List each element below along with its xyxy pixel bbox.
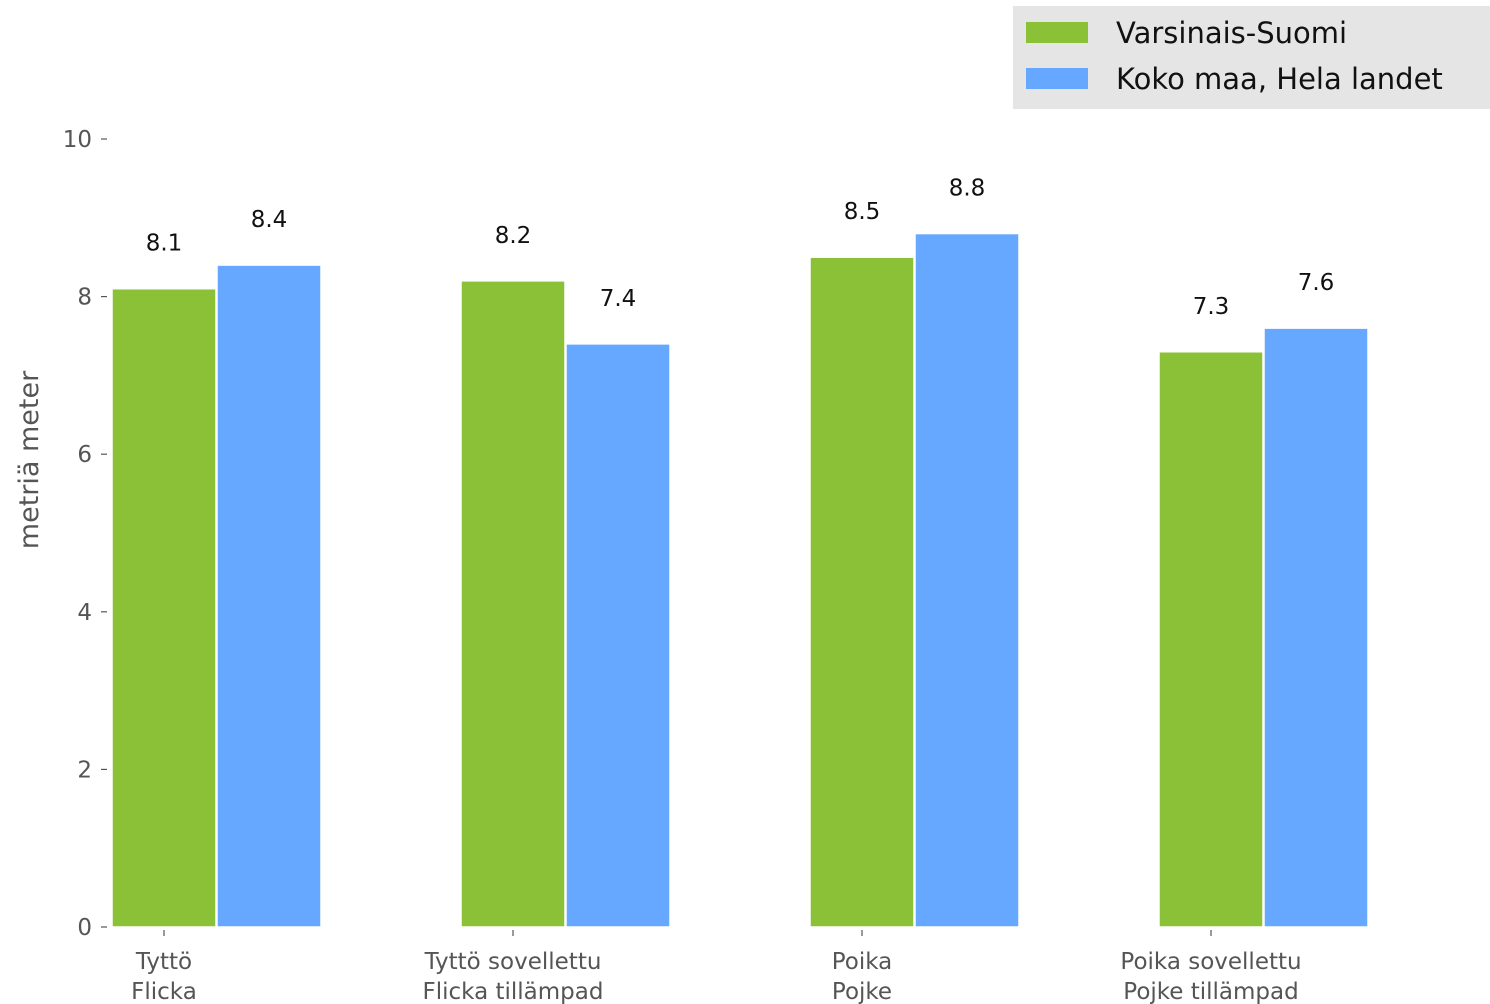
y-tick-label: 4 <box>77 600 92 626</box>
legend-background <box>1013 6 1490 109</box>
x-tick-label-line: Tyttö sovellettu <box>424 949 602 975</box>
y-axis-label: metriä meter <box>14 370 45 549</box>
legend-label: Koko maa, Hela landet <box>1116 62 1443 96</box>
x-tick-label-line: Tyttö <box>135 949 192 975</box>
x-tick-label-line: Flicka <box>131 979 197 1004</box>
x-tick-label-line: Poika <box>832 949 893 975</box>
x-tick-label-line: Flicka tillämpad <box>423 979 604 1004</box>
x-tick-label-line: Poika sovellettu <box>1120 949 1301 975</box>
x-tick-label: Tyttö Flicka <box>131 949 197 1004</box>
bar-varsinais-suomi <box>809 256 915 928</box>
y-tick-label: 2 <box>77 757 92 783</box>
bar-varsinais-suomi <box>111 287 217 928</box>
bar-value-label: 8.4 <box>251 207 288 233</box>
x-tick-label: Poika Pojke <box>832 949 893 1004</box>
legend-label: Varsinais-Suomi <box>1116 16 1347 50</box>
x-tick-label-line: Pojke tillämpad <box>1123 979 1298 1004</box>
bar-koko-maa <box>1263 327 1369 928</box>
bar-koko-maa <box>914 232 1020 928</box>
y-tick-label: 0 <box>77 915 92 941</box>
bar-value-label: 7.3 <box>1193 294 1230 320</box>
bar-value-label: 8.8 <box>949 176 986 202</box>
bar-value-label: 7.6 <box>1298 270 1335 296</box>
bar-koko-maa <box>216 264 322 928</box>
y-tick-label: 10 <box>63 127 92 153</box>
x-tick-label: Poika sovellettu Pojke tillämpad <box>1120 949 1301 1004</box>
y-tick-label: 6 <box>77 442 92 468</box>
x-tick-label: Tyttö sovellettu Flicka tillämpad <box>423 949 604 1004</box>
bar-value-label: 8.1 <box>146 231 183 257</box>
bars: 8.1 8.2 8.5 7.3 8.4 7.4 8.8 7.6 <box>111 176 1369 928</box>
bar-value-label: 7.4 <box>600 286 637 312</box>
legend: Varsinais-Suomi Koko maa, Hela landet <box>1013 6 1490 109</box>
legend-swatch <box>1026 68 1088 89</box>
y-tick-label: 8 <box>77 285 92 311</box>
bar-value-label: 8.5 <box>844 199 881 225</box>
bar-value-label: 8.2 <box>495 223 532 249</box>
x-axis: Tyttö Flicka Tyttö sovellettu Flicka tilläm… <box>131 930 1302 1004</box>
y-axis: 0 2 4 6 8 10 <box>63 127 107 941</box>
legend-swatch <box>1026 22 1088 43</box>
bar-varsinais-suomi <box>1158 351 1264 928</box>
bar-varsinais-suomi <box>460 280 566 928</box>
x-tick-label-line: Pojke <box>832 979 892 1004</box>
bar-koko-maa <box>565 343 671 928</box>
